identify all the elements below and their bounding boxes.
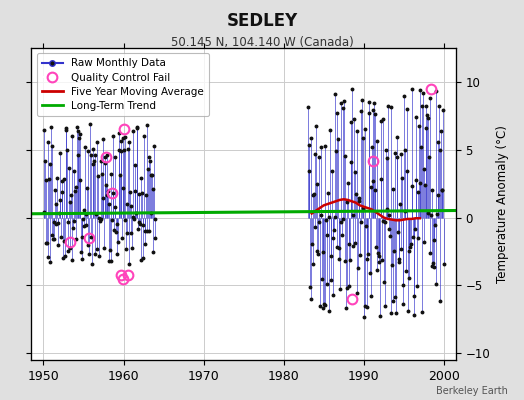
Text: SEDLEY: SEDLEY	[226, 12, 298, 30]
Text: Berkeley Earth: Berkeley Earth	[436, 386, 508, 396]
Y-axis label: Temperature Anomaly (°C): Temperature Anomaly (°C)	[496, 125, 509, 283]
Text: 50.145 N, 104.140 W (Canada): 50.145 N, 104.140 W (Canada)	[171, 36, 353, 49]
Legend: Raw Monthly Data, Quality Control Fail, Five Year Moving Average, Long-Term Tren: Raw Monthly Data, Quality Control Fail, …	[37, 53, 209, 116]
